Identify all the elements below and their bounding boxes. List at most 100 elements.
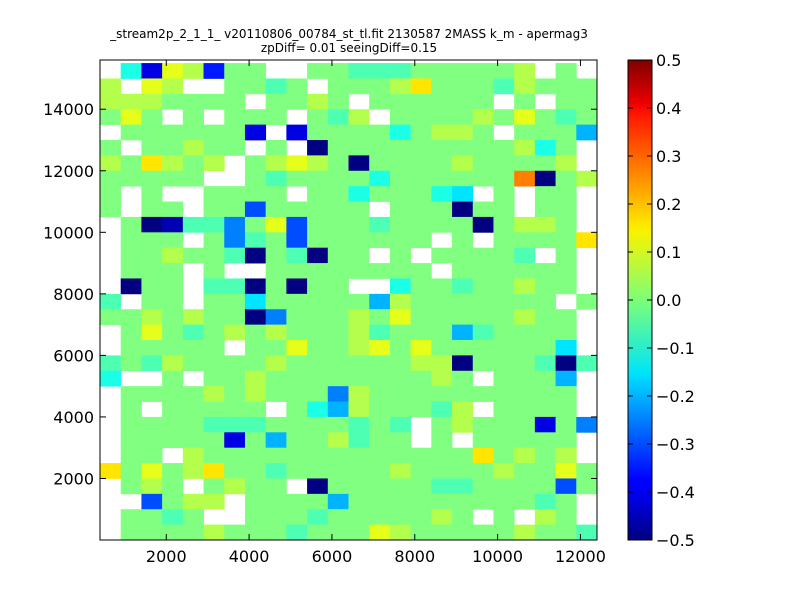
heatmap-cell: [514, 432, 536, 449]
heatmap-cell: [555, 109, 577, 126]
heatmap-cell: [120, 478, 142, 495]
heatmap-cell: [431, 401, 453, 418]
heatmap-cell: [141, 63, 163, 79]
colorbar-tick-label: −0.3: [656, 435, 695, 454]
heatmap-cell: [162, 370, 184, 387]
heatmap-cell: [472, 78, 494, 95]
heatmap-cell: [410, 109, 432, 126]
heatmap-cell: [182, 140, 204, 156]
heatmap-cell: [348, 493, 370, 510]
heatmap-cell: [100, 186, 122, 202]
heatmap-cell: [327, 263, 349, 279]
heatmap-cell: [203, 401, 225, 418]
heatmap-cell: [389, 232, 412, 249]
heatmap-cell: [162, 340, 184, 356]
heatmap-cell: [162, 124, 184, 141]
heatmap-cell: [493, 432, 515, 449]
heatmap-cell: [286, 170, 308, 187]
heatmap-cell: [389, 401, 412, 418]
heatmap-cell: [327, 386, 349, 402]
heatmap-cell: [348, 401, 370, 418]
heatmap-cell: [369, 232, 391, 249]
heatmap-cell: [369, 78, 391, 95]
heatmap-cell: [369, 432, 391, 449]
heatmap-cell: [224, 293, 246, 310]
x-axis: 2000 4000 6000 8000 10000 12000: [146, 60, 606, 566]
heatmap-cell: [120, 63, 142, 79]
heatmap-cell: [472, 140, 494, 156]
heatmap-cell: [555, 478, 577, 495]
heatmap-cell: [514, 524, 536, 541]
heatmap-cell: [327, 155, 349, 172]
heatmap-cell: [286, 124, 308, 141]
heatmap-cell: [369, 524, 391, 541]
heatmap-cell: [327, 463, 349, 479]
heatmap-cell: [203, 93, 225, 110]
heatmap-cell: [410, 324, 432, 341]
heatmap-cell: [431, 416, 453, 433]
heatmap-cell: [286, 463, 308, 479]
heatmap-cell: [307, 509, 329, 526]
heatmap-cell: [307, 170, 329, 187]
heatmap-cell: [182, 355, 204, 372]
heatmap-cell: [224, 201, 246, 218]
x-tick-label: 12000: [555, 547, 606, 566]
heatmap-cell: [348, 63, 370, 79]
heatmap-cell: [410, 386, 432, 402]
heatmap-cell: [244, 63, 267, 79]
heatmap-cell: [555, 509, 577, 526]
heatmap-cell: [162, 324, 184, 341]
heatmap-cell: [369, 463, 391, 479]
heatmap-cell: [286, 355, 308, 372]
heatmap-cell: [141, 416, 163, 433]
heatmap-cell: [452, 524, 474, 541]
heatmap-cell: [203, 247, 225, 264]
heatmap-cell: [120, 124, 142, 141]
heatmap-cell: [203, 140, 225, 156]
heatmap-cell: [244, 463, 267, 479]
heatmap-cell: [493, 293, 515, 310]
heatmap-cell: [452, 309, 474, 326]
heatmap-cell: [162, 63, 184, 79]
heatmap-cell: [141, 201, 163, 218]
heatmap-cell: [493, 63, 515, 79]
heatmap-cell: [472, 386, 494, 402]
heatmap-cell: [576, 93, 598, 110]
heatmap-cell: [307, 386, 329, 402]
heatmap-cell: [534, 170, 556, 187]
heatmap-cell: [534, 124, 556, 141]
heatmap-cell: [389, 263, 412, 279]
heatmap-cell: [203, 124, 225, 141]
heatmap-cell: [348, 170, 370, 187]
heatmap-cell: [472, 493, 494, 510]
heatmap-cell: [327, 509, 349, 526]
heatmap-cell: [265, 201, 287, 218]
heatmap-cell: [410, 216, 432, 233]
heatmap-cell: [224, 416, 246, 433]
heatmap-cell: [472, 293, 494, 310]
heatmap-cell: [348, 355, 370, 372]
heatmap-cell: [120, 401, 142, 418]
heatmap-cell: [224, 109, 246, 126]
heatmap-cell: [224, 216, 246, 233]
heatmap-cell: [162, 170, 184, 187]
heatmap-cell: [162, 201, 184, 218]
heatmap-cell: [141, 463, 163, 479]
heatmap-cell: [244, 478, 267, 495]
heatmap-cell: [410, 340, 432, 356]
heatmap-cell: [452, 109, 474, 126]
heatmap-cell: [452, 293, 474, 310]
heatmap-cell: [100, 201, 122, 218]
heatmap-cell: [431, 355, 453, 372]
heatmap-cell: [514, 93, 536, 110]
heatmap-cell: [100, 355, 122, 372]
heatmap-cell: [100, 78, 122, 95]
heatmap-cell: [493, 232, 515, 249]
heatmap-cell: [327, 247, 349, 264]
heatmap-cell: [369, 293, 391, 310]
x-tick-label: 6000: [312, 547, 353, 566]
heatmap-cell: [555, 78, 577, 95]
heatmap-cell: [369, 216, 391, 233]
heatmap-cell: [224, 78, 246, 95]
y-axis: 2000 4000 6000 8000 10000 12000 14000: [43, 100, 597, 488]
